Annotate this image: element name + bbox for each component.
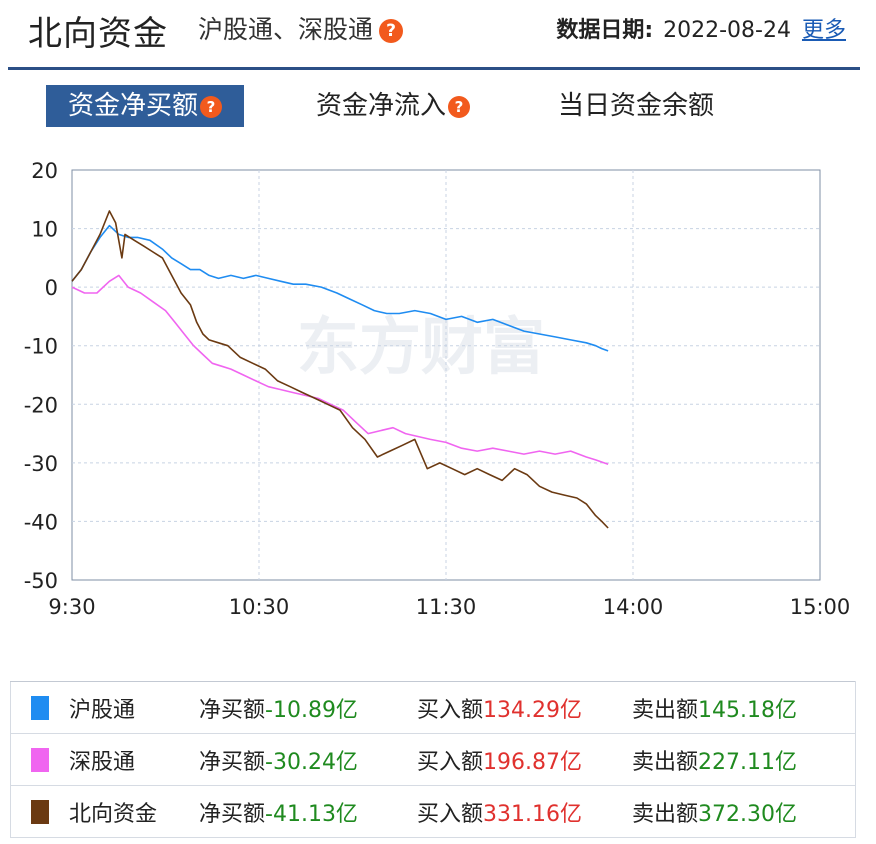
y-tick-label: -20: [24, 393, 58, 417]
net-buy-cell: 净买额-30.24亿: [199, 733, 417, 786]
series-name-cell: 北向资金: [69, 785, 199, 838]
date-value: 2022-08-24: [663, 18, 791, 43]
buy-amount-cell: 买入额196.87亿: [417, 733, 632, 786]
series-name-label: 深股通: [69, 749, 136, 775]
y-tick-label: 10: [31, 218, 58, 242]
legend-swatch: [31, 696, 49, 720]
series-name-cell: 沪股通: [69, 681, 199, 734]
legend-swatch-cell: [10, 681, 69, 734]
legend-swatch-cell: [10, 733, 69, 786]
net-buy-label: 净买额: [199, 697, 266, 723]
series-line: [71, 224, 609, 352]
x-tick-label: 15:00: [790, 595, 851, 619]
legend-swatch-cell: [10, 785, 69, 838]
buy-amount-cell: 买入额134.29亿: [417, 681, 632, 734]
sell-amount-value: 372.30亿: [698, 801, 797, 827]
header-divider: [8, 67, 860, 70]
series-name-cell: 深股通: [69, 733, 199, 786]
sell-amount-value: 145.18亿: [698, 697, 797, 723]
sell-amount-label: 卖出额: [632, 801, 699, 827]
summary-row: 沪股通 净买额-10.89亿 买入额134.29亿 卖出额145.18亿: [10, 681, 856, 734]
net-buy-value: -41.13亿: [265, 801, 358, 827]
y-tick-label: -50: [24, 569, 58, 593]
watermark: 东方财富: [297, 310, 545, 383]
y-tick-label: 20: [31, 159, 58, 183]
header: 北向资金 沪股通、深股通? 数据日期: 2022-08-24 更多: [0, 0, 876, 70]
buy-amount-label: 买入额: [417, 749, 484, 775]
tab-net-buy[interactable]: 资金净买额?: [46, 85, 245, 127]
series-name-label: 北向资金: [69, 801, 158, 827]
buy-amount-value: 134.29亿: [483, 697, 582, 723]
tab-label: 资金净买额: [68, 91, 199, 121]
sell-amount-cell: 卖出额227.11亿: [632, 733, 856, 786]
buy-amount-label: 买入额: [417, 801, 484, 827]
legend-swatch: [31, 800, 49, 824]
buy-amount-cell: 买入额331.16亿: [417, 785, 632, 838]
net-buy-cell: 净买额-41.13亿: [199, 785, 417, 838]
net-buy-label: 净买额: [199, 801, 266, 827]
x-tick-label: 9:30: [48, 595, 95, 619]
buy-amount-label: 买入额: [417, 697, 484, 723]
sell-amount-cell: 卖出额145.18亿: [632, 681, 856, 734]
net-buy-cell: 净买额-10.89亿: [199, 681, 417, 734]
subtitle-text: 沪股通、深股通: [198, 15, 374, 44]
net-buy-value: -30.24亿: [265, 749, 358, 775]
summary-table: 沪股通 净买额-10.89亿 买入额134.29亿 卖出额145.18亿 深股通 净买额-…: [10, 681, 856, 838]
flow-chart: 东方财富 20 10 0 -10 -20 -30 -40 -509:30 10:30 11:30 14…: [24, 159, 851, 619]
sell-amount-label: 卖出额: [632, 749, 699, 775]
sell-amount-label: 卖出额: [632, 697, 699, 723]
tab-daily-balance[interactable]: 当日资金余额: [558, 85, 714, 127]
buy-amount-value: 331.16亿: [483, 801, 582, 827]
help-icon[interactable]: ?: [200, 95, 223, 118]
x-tick-label: 11:30: [416, 595, 477, 619]
x-tick-label: 14:00: [603, 595, 664, 619]
help-icon[interactable]: ?: [379, 19, 404, 43]
legend-swatch: [31, 748, 49, 772]
tab-label: 当日资金余额: [558, 91, 715, 121]
more-link[interactable]: 更多: [801, 18, 846, 43]
x-tick-label: 10:30: [229, 595, 290, 619]
page-title: 北向资金: [28, 14, 168, 54]
summary-row: 深股通 净买额-30.24亿 买入额196.87亿 卖出额227.11亿: [10, 733, 856, 786]
y-tick-label: -30: [24, 452, 58, 476]
y-tick-label: -10: [24, 335, 58, 359]
series-name-label: 沪股通: [69, 697, 136, 723]
y-tick-label: -40: [24, 510, 58, 534]
net-buy-label: 净买额: [199, 749, 266, 775]
sell-amount-value: 227.11亿: [698, 749, 797, 775]
tab-label: 资金净流入: [316, 91, 447, 121]
help-icon[interactable]: ?: [448, 95, 471, 118]
tab-net-inflow[interactable]: 资金净流入?: [316, 85, 471, 127]
y-tick-label: 0: [45, 276, 58, 300]
page-subtitle: 沪股通、深股通?: [198, 10, 404, 46]
sell-amount-cell: 卖出额372.30亿: [632, 785, 856, 838]
series-line: [71, 210, 609, 529]
net-buy-value: -10.89亿: [265, 697, 358, 723]
date-label: 数据日期:: [556, 18, 654, 43]
data-date: 数据日期: 2022-08-24 更多: [556, 12, 846, 44]
buy-amount-value: 196.87亿: [483, 749, 582, 775]
summary-row: 北向资金 净买额-41.13亿 买入额331.16亿 卖出额372.30亿: [10, 785, 856, 838]
